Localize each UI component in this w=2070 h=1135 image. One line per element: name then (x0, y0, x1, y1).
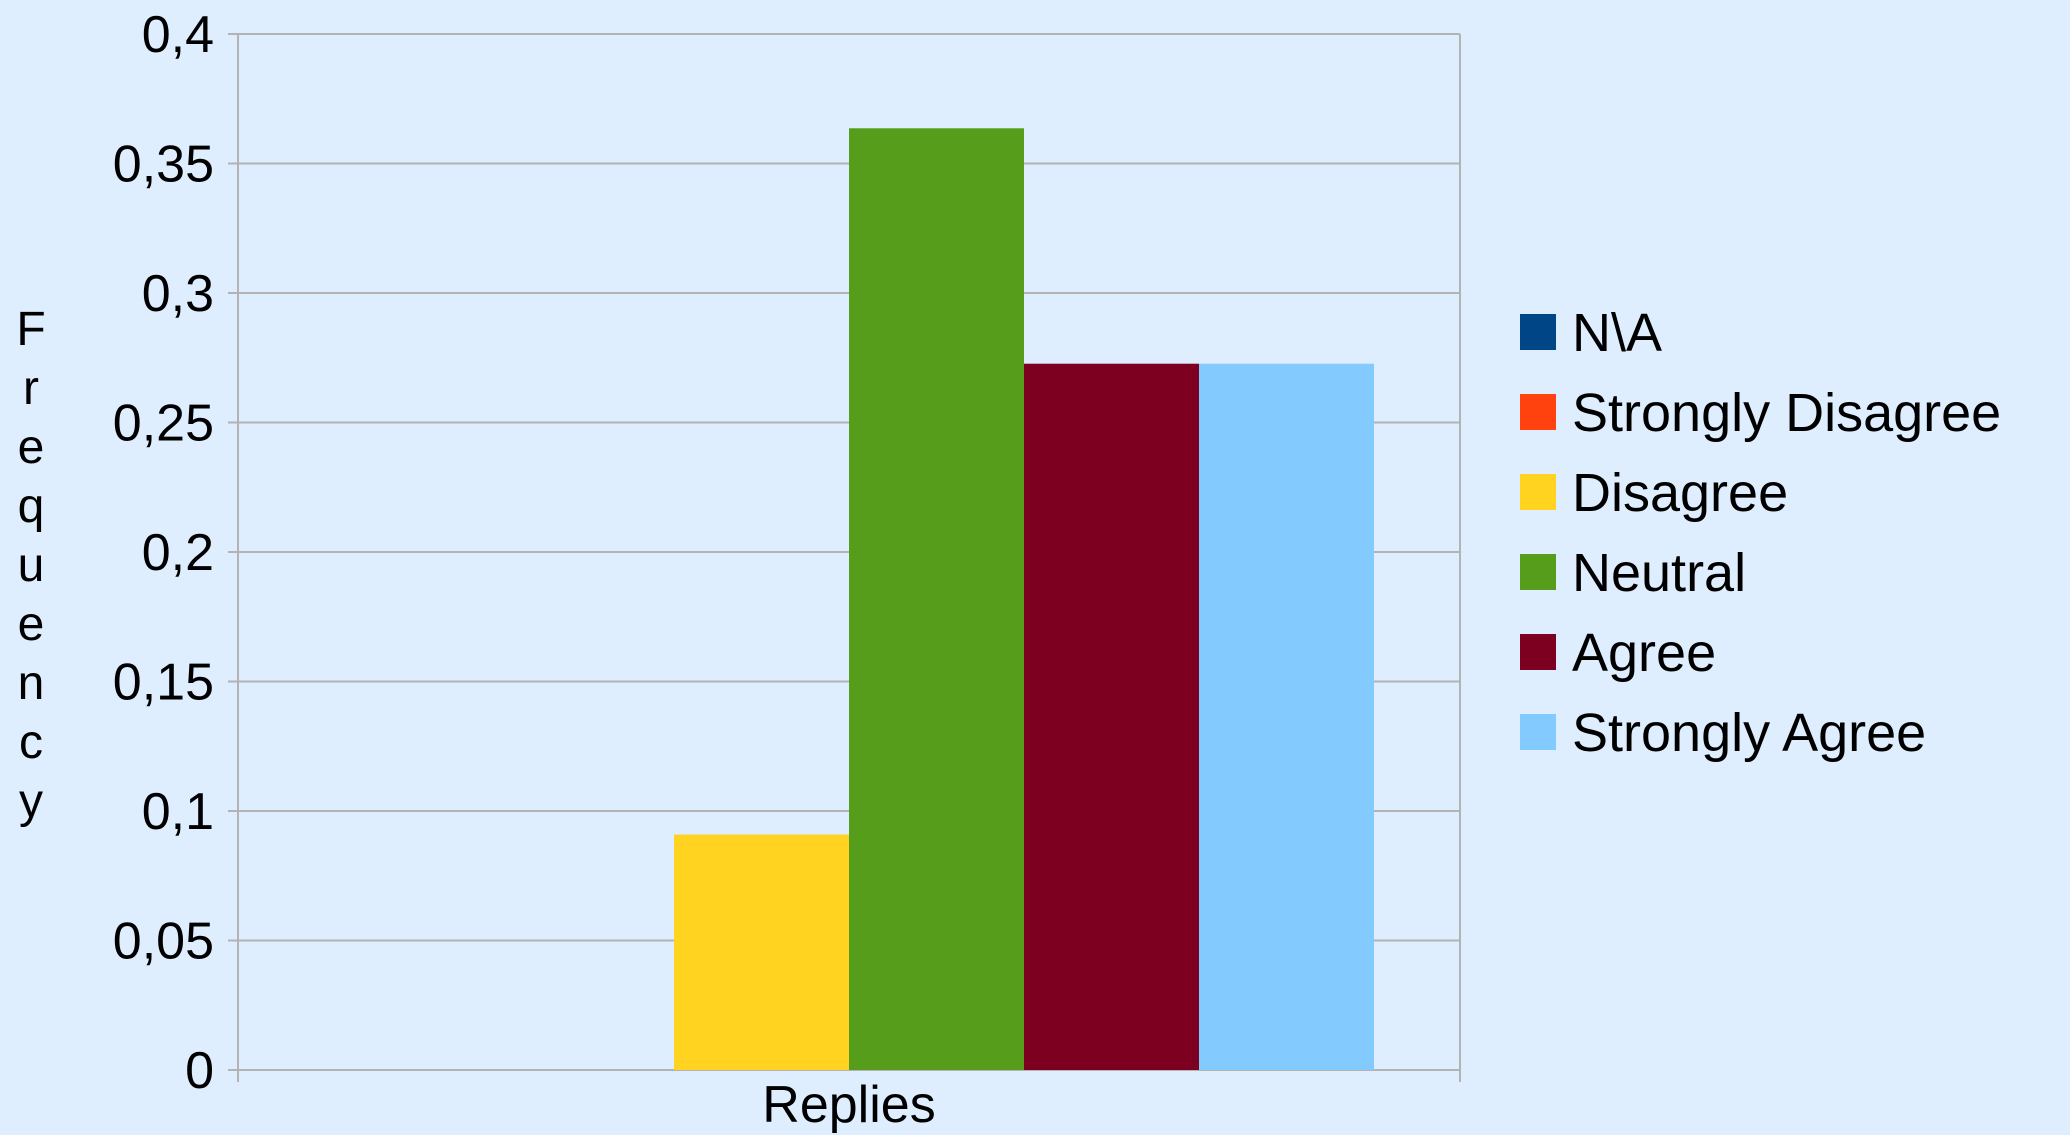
bar-disagree (674, 834, 849, 1070)
legend-swatch (1520, 474, 1556, 510)
y-axis-title-letter: q (18, 480, 45, 533)
legend-label: Disagree (1572, 463, 1788, 523)
x-tick-label: Replies (762, 1076, 935, 1134)
bar-agree (1024, 363, 1199, 1070)
legend-swatch (1520, 394, 1556, 430)
y-axis-ticks: 0 0,05 0,1 0,15 0,2 0,25 0,3 0,35 0,4 (113, 6, 214, 1100)
y-tick-label: 0,3 (142, 265, 214, 323)
y-axis-title-letter: e (18, 421, 45, 474)
y-tick-label: 0 (185, 1042, 214, 1100)
y-axis-title-letter: r (23, 362, 39, 415)
legend-label: N\A (1572, 303, 1662, 363)
legend-label: Agree (1572, 623, 1716, 683)
legend-label: Strongly Disagree (1572, 383, 2001, 443)
y-axis-title-letter: n (18, 657, 45, 710)
legend: N\A Strongly Disagree Disagree Neutral Agree… (1520, 303, 2001, 763)
y-tick-label: 0,4 (142, 6, 214, 64)
bars (674, 128, 1374, 1070)
y-axis-title-letter: e (18, 598, 45, 651)
y-tick-label: 0,2 (142, 524, 214, 582)
legend-swatch (1520, 554, 1556, 590)
legend-label: Strongly Agree (1572, 703, 1926, 763)
legend-swatch (1520, 714, 1556, 750)
legend-label: Neutral (1572, 543, 1746, 603)
y-axis-title-letter: y (19, 775, 43, 828)
bar-neutral (849, 128, 1024, 1070)
y-axis-title-letter: u (18, 539, 45, 592)
y-axis-title-letter: F (16, 303, 45, 356)
x-axis-ticks: Replies (762, 1076, 935, 1134)
y-tick-label: 0,1 (142, 783, 214, 841)
y-tick-label: 0,05 (113, 913, 214, 971)
y-tick-label: 0,15 (113, 654, 214, 712)
legend-swatch (1520, 314, 1556, 350)
y-tick-label: 0,35 (113, 136, 214, 194)
legend-swatch (1520, 634, 1556, 670)
y-axis-title-letter: c (19, 716, 43, 769)
bar-strongly-agree (1199, 363, 1374, 1070)
y-tick-label: 0,25 (113, 395, 214, 453)
